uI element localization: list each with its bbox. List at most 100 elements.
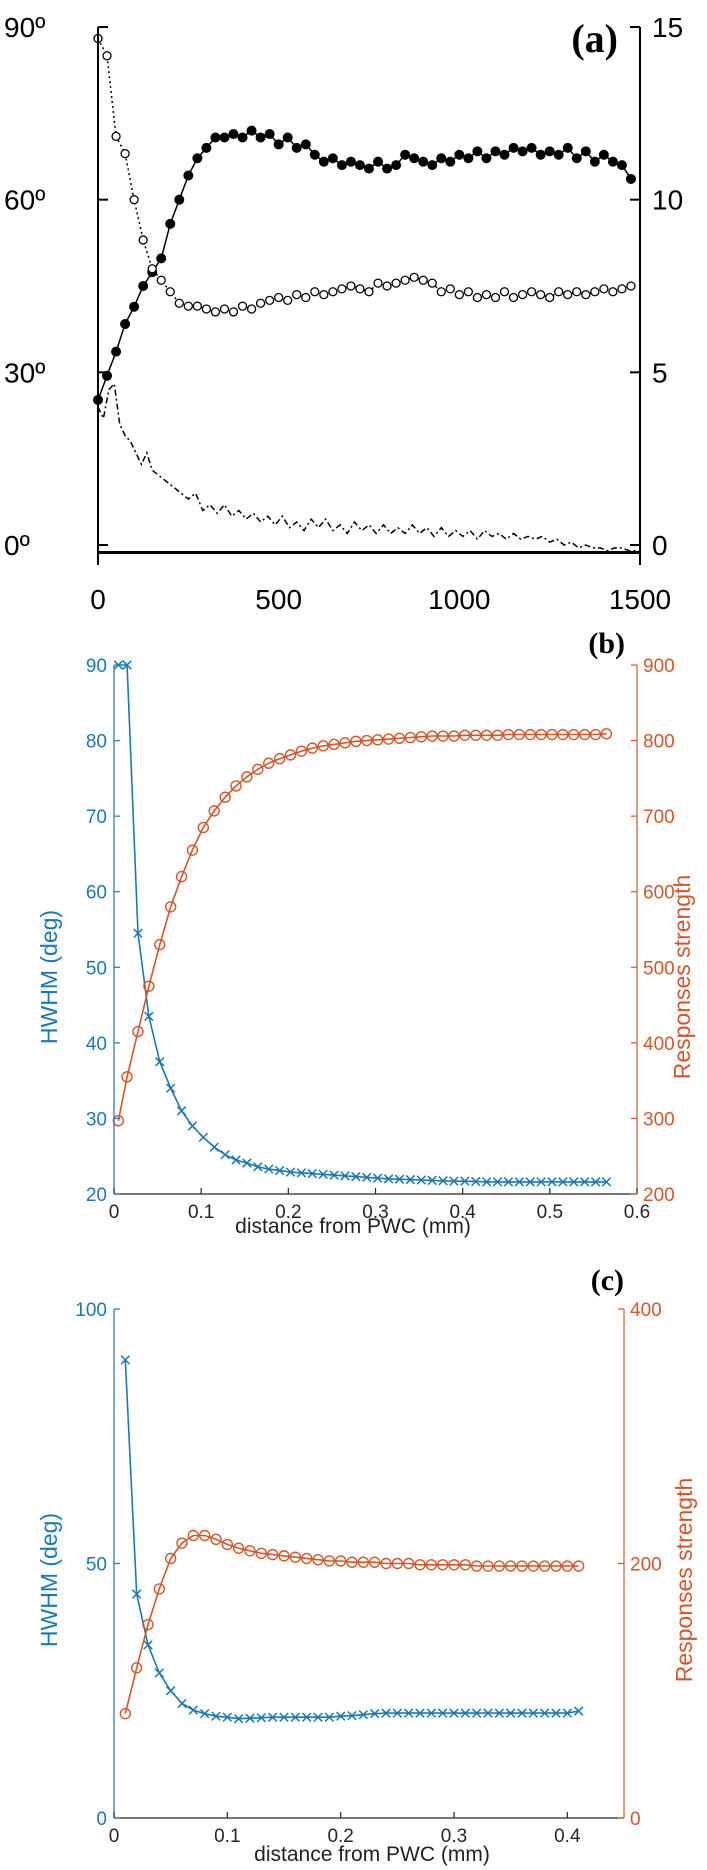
panel-a-open-point — [463, 287, 474, 297]
panel-a-filled-point — [327, 153, 338, 164]
b-right-tick-label: 600 — [643, 883, 675, 904]
panel-a-open-point — [526, 287, 537, 297]
b-circle-marker — [393, 732, 406, 745]
b-left-tick-label: 70 — [86, 807, 107, 828]
b-circle-marker — [535, 728, 547, 741]
panel-a-filled-point — [535, 149, 546, 160]
b-circle-marker — [480, 729, 493, 741]
c-circle-marker — [130, 1662, 143, 1674]
panel-a-open-point — [599, 284, 609, 294]
c-right-tick-label: 0 — [630, 1809, 641, 1830]
c-x-marker — [483, 1708, 493, 1718]
panel-a-filled-point — [165, 218, 176, 229]
panel-a-open-point — [508, 292, 519, 303]
panel-a-open-point — [545, 292, 555, 303]
b-left-tick-label: 80 — [86, 732, 107, 753]
panel-a-open-point — [310, 287, 320, 297]
b-right-tick-label: 900 — [643, 656, 675, 677]
b-circle-marker — [524, 728, 536, 741]
c-circle-marker — [516, 1560, 528, 1572]
panel-a-filled-point — [318, 156, 329, 167]
panel-a-open-point — [246, 304, 257, 314]
b-x-marker — [165, 1083, 176, 1093]
panel-a-filled-point — [598, 149, 609, 160]
b-circle-marker — [121, 1071, 133, 1083]
panel-a-filled-point — [273, 139, 284, 150]
b-x-marker — [383, 1174, 394, 1184]
b-circle-marker — [208, 805, 220, 817]
c-x-marker — [358, 1709, 369, 1720]
b-circle-marker — [295, 745, 308, 757]
b-right-tick-label: 400 — [643, 1034, 675, 1055]
c-circle-marker — [550, 1560, 562, 1572]
panel-a-axes: 0º 30º 60º 90º 0 5 10 15 0 500 1000 1500 — [4, 12, 683, 615]
b-circle-marker — [317, 740, 329, 752]
panel-a-x-tick-label: 1500 — [609, 584, 671, 615]
panel-a-open-point — [228, 307, 239, 317]
b-circle-marker — [568, 728, 580, 741]
panel-a-open-point — [535, 289, 546, 300]
panel-a-open-point — [210, 307, 221, 317]
c-x-marker — [267, 1712, 278, 1722]
b-circle-marker — [600, 728, 613, 740]
panel-a-filled-point — [427, 160, 438, 171]
panel-a-filled-point — [192, 153, 203, 164]
c-x-marker — [256, 1712, 267, 1723]
b-x-marker — [601, 1177, 612, 1187]
c-x-marker — [347, 1710, 357, 1721]
b-circle-marker — [513, 728, 526, 741]
chart-panel-b: 0 0.1 0.2 0.3 0.4 0.5 0.6 20 30 40 50 60 70 80 90 200 30… — [36, 627, 695, 1238]
b-right-tick-label: 500 — [643, 958, 675, 979]
panel-a-open-point — [147, 264, 157, 274]
b-left-tick-label: 90 — [86, 656, 107, 677]
panel-a-open-point — [237, 301, 248, 311]
panel-a-open-point — [102, 51, 112, 61]
b-circle-marker — [132, 1025, 144, 1038]
panel-a-filled-point — [562, 142, 573, 153]
panel-c-xlabel: distance from PWC (mm) — [254, 1843, 490, 1866]
panel-a-filled-point — [246, 125, 257, 136]
b-x-marker — [155, 1057, 165, 1067]
b-circle-marker — [143, 980, 155, 992]
b-circle-marker — [186, 844, 199, 856]
b-circle-marker — [491, 729, 504, 741]
panel-a-series-1-line — [97, 38, 632, 313]
panel-a-filled-point — [463, 153, 474, 164]
panel-a-filled-point — [138, 281, 149, 291]
c-x-tick-label: 0.1 — [214, 1826, 240, 1847]
c-circle-marker — [278, 1550, 290, 1562]
b-x-marker — [438, 1176, 448, 1186]
c-circle-marker — [244, 1545, 256, 1557]
b-x-tick-label: 0.4 — [449, 1202, 476, 1223]
panel-a-filled-point — [282, 132, 293, 143]
c-x-marker — [143, 1640, 153, 1650]
b-x-marker — [318, 1169, 328, 1180]
panel-a-filled-point — [499, 149, 510, 160]
panel-a-filled-point — [309, 149, 320, 160]
panel-a-open-point — [355, 284, 365, 294]
b-circle-marker — [448, 730, 460, 742]
b-circle-marker — [589, 728, 602, 741]
panel-a-filled-point — [616, 160, 627, 171]
b-x-marker — [362, 1172, 372, 1183]
c-circle-marker — [232, 1542, 245, 1554]
c-x-tick-label: 0.4 — [554, 1826, 581, 1847]
c-circle-marker — [255, 1547, 268, 1560]
panel-a-filled-point — [508, 142, 519, 153]
b-x-marker — [536, 1177, 546, 1187]
panel-a-filled-point — [210, 132, 221, 143]
panel-a-open-point — [427, 278, 437, 288]
b-series-1-line — [117, 733, 607, 1121]
b-series-0-line — [118, 664, 607, 1183]
panel-a-filled-point — [120, 318, 131, 329]
panel-a-filled-point — [219, 132, 230, 143]
c-circle-marker — [289, 1551, 302, 1563]
b-x-marker — [427, 1175, 437, 1186]
panel-a-open-point — [301, 292, 311, 303]
b-x-marker — [372, 1173, 383, 1183]
b-x-marker — [579, 1177, 590, 1187]
c-x-tick-label: 0.2 — [327, 1826, 353, 1847]
panel-a-left-tick-label: 60º — [4, 185, 45, 216]
c-x-marker — [335, 1711, 346, 1721]
c-x-marker — [290, 1712, 301, 1722]
